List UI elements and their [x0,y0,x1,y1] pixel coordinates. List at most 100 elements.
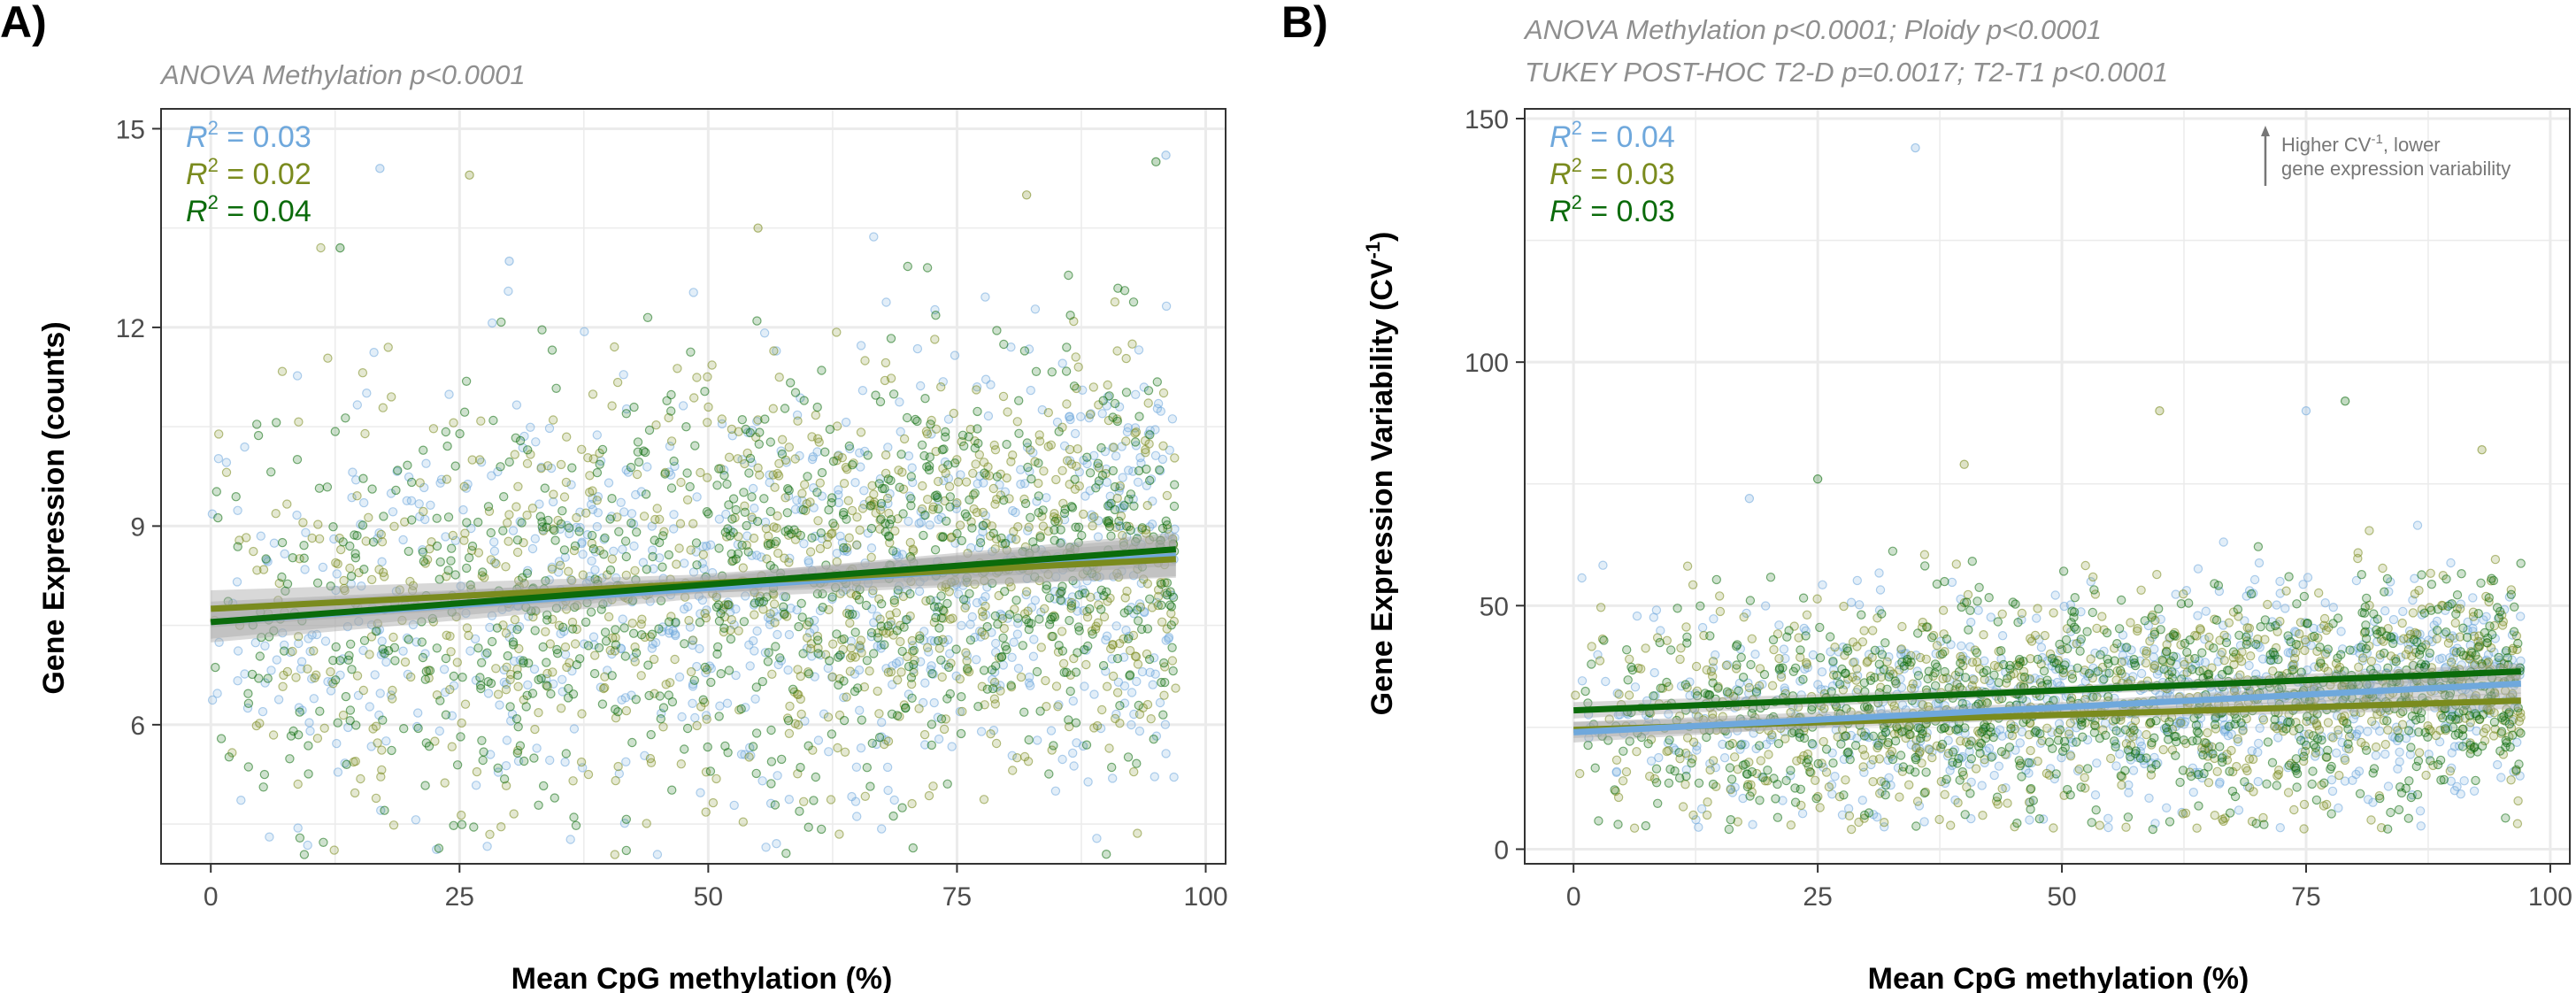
scatter-point [1079,644,1089,655]
scatter-point [600,533,610,543]
scatter-point [374,565,384,574]
scatter-point [266,666,276,675]
scatter-point [399,724,409,734]
scatter-point [2395,757,2404,766]
scatter-point [1114,516,1124,527]
scatter-point [1132,676,1142,687]
scatter-point [962,664,973,674]
scatter-point [844,441,855,451]
scatter-point [1130,389,1141,399]
scatter-point [826,795,836,804]
scatter-point [1021,589,1031,600]
scatter-point [2141,658,2151,668]
scatter-point [547,564,557,574]
scatter-point [383,343,393,352]
scatter-point [896,636,905,647]
scatter-point [753,415,763,425]
scatter-point [1767,730,1777,740]
scatter-point [978,520,988,531]
scatter-point [804,556,813,566]
scatter-point [1066,601,1077,611]
scatter-point [1643,739,1653,749]
scatter-point [915,634,925,643]
scatter-point [504,536,513,546]
scatter-point [445,684,455,695]
scatter-point [1038,505,1048,515]
scatter-point [336,544,346,555]
scatter-point [2072,737,2081,747]
scatter-point [1007,652,1017,663]
scatter-point [631,489,641,500]
scatter-point [2117,780,2126,790]
scatter-point [259,769,270,780]
scatter-point [1159,690,1169,700]
scatter-point [256,531,265,541]
scatter-point [1057,646,1068,656]
scatter-point [927,720,937,729]
scatter-point [702,541,711,551]
scatter-point [741,424,750,435]
scatter-point [2343,739,2353,749]
scatter-point [419,506,428,517]
scatter-point [711,774,721,784]
scatter-point [1028,537,1038,547]
scatter-point [1002,439,1011,450]
scatter-point [243,698,254,709]
scatter-point [261,554,271,564]
scatter-point [1895,792,1904,802]
scatter-point [973,702,983,712]
scatter-point [1158,658,1169,668]
scatter-point [589,668,600,679]
scatter-point [1160,720,1171,729]
scatter-point [1748,820,1757,829]
scatter-point [1947,577,1957,588]
scatter-point [2380,749,2390,759]
scatter-point [368,537,379,547]
scatter-point [243,689,253,698]
scatter-point [835,531,845,542]
scatter-point [485,829,495,840]
scatter-point [1611,755,1622,766]
scatter-point [415,478,425,488]
scatter-point [293,823,303,833]
scatter-point [232,577,242,587]
scatter-point [211,662,220,673]
scatter-point [595,459,604,469]
scatter-point [2295,629,2304,639]
scatter-point [908,843,919,853]
scatter-point [545,755,555,766]
scatter-point [822,539,833,550]
scatter-point [769,599,780,609]
scatter-point [636,620,646,629]
scatter-point [2033,604,2042,613]
scatter-point [2161,803,2172,813]
scatter-point [873,686,882,697]
scatter-point [576,757,587,767]
scatter-point [839,715,850,726]
scatter-point [424,742,434,751]
scatter-point [1768,635,1779,645]
scatter-point [689,393,699,403]
panel-a-y-axis-title: Gene Expression (counts) [37,321,71,694]
scatter-point [2034,814,2044,824]
scatter-point [1050,517,1060,527]
scatter-point [350,757,360,766]
scatter-point [493,466,503,477]
scatter-point [1942,774,1951,784]
scatter-point [886,667,896,677]
scatter-point [493,689,504,699]
scatter-point [310,673,319,683]
scatter-point [2289,804,2299,815]
scatter-point [785,701,795,712]
scatter-point [800,480,810,489]
scatter-point [2307,779,2317,789]
scatter-point [888,811,898,821]
scatter-point [1987,752,1996,762]
scatter-point [1621,645,1632,655]
scatter-point [877,718,887,727]
scatter-point [2354,725,2365,735]
scatter-point [1042,493,1051,503]
scatter-point [2281,586,2291,596]
scatter-point [597,444,608,455]
scatter-point [2501,646,2511,656]
